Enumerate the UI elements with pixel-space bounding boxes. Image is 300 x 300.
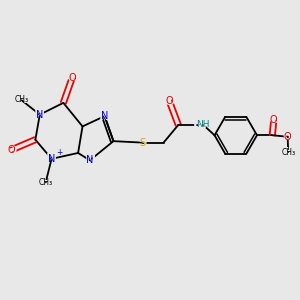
Text: CH₃: CH₃: [10, 95, 32, 105]
Text: NH: NH: [193, 118, 214, 131]
Text: O: O: [166, 96, 173, 106]
Text: N: N: [99, 110, 110, 123]
Text: NH: NH: [196, 120, 210, 129]
Text: N: N: [101, 111, 108, 121]
Text: N: N: [46, 152, 57, 165]
Text: N: N: [86, 155, 94, 165]
Text: S: S: [140, 138, 146, 148]
Text: CH₃: CH₃: [39, 178, 53, 187]
Text: S: S: [138, 136, 148, 149]
Text: N: N: [84, 154, 95, 167]
Text: CH₃: CH₃: [281, 148, 295, 157]
Text: O: O: [68, 73, 76, 83]
Text: O: O: [164, 95, 175, 108]
Text: O: O: [67, 71, 78, 84]
Text: N: N: [34, 108, 45, 121]
Text: O: O: [284, 132, 291, 142]
Text: O: O: [8, 145, 15, 155]
Text: O: O: [270, 115, 278, 125]
Text: O: O: [282, 130, 293, 143]
Text: N: N: [48, 154, 55, 164]
Text: O: O: [268, 113, 279, 126]
Text: N: N: [36, 110, 44, 120]
Text: +: +: [57, 148, 63, 157]
Text: CH₃: CH₃: [34, 177, 57, 188]
Text: O: O: [6, 143, 17, 157]
Text: CH₃: CH₃: [14, 95, 28, 104]
Text: CH₃: CH₃: [277, 147, 299, 157]
